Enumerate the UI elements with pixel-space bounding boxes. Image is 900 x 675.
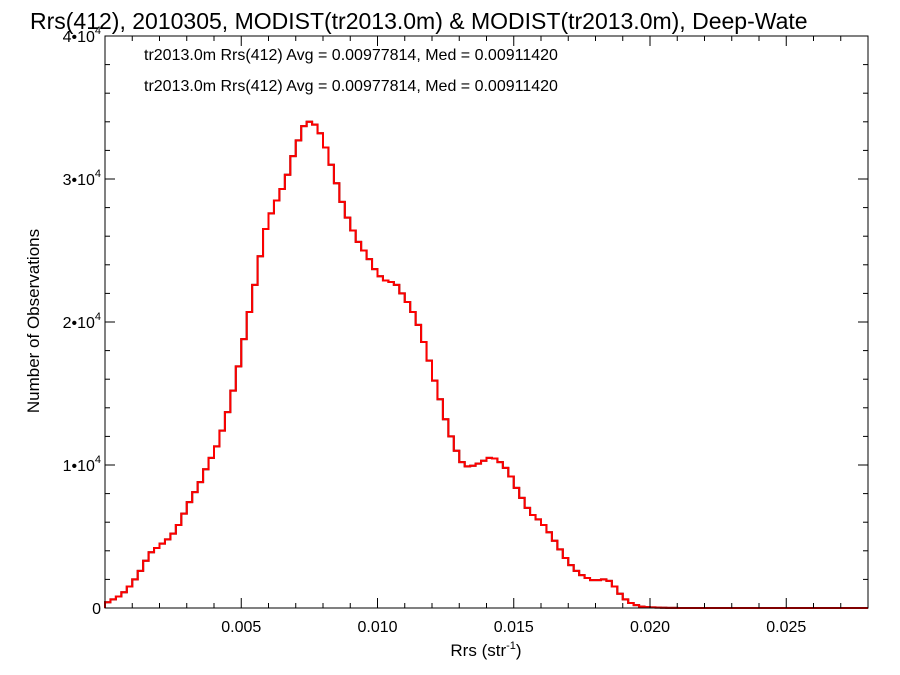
x-tick-label: 0.025 <box>766 619 806 636</box>
y-tick-label: 0 <box>92 601 101 618</box>
annotation-stats-red: tr2013.0m Rrs(412) Avg = 0.00977814, Med… <box>144 78 558 95</box>
histogram-step-line-underlay <box>104 120 868 609</box>
annotations: tr2013.0m Rrs(412) Avg = 0.00977814, Med… <box>144 47 558 95</box>
x-tick-label: 0.020 <box>630 619 670 636</box>
plot-area <box>104 120 868 609</box>
y-tick-label: 2•104 <box>63 311 101 332</box>
y-axis-label: Number of Observations <box>24 229 43 413</box>
x-tick-label: 0.005 <box>221 619 261 636</box>
annotation-stats-black: tr2013.0m Rrs(412) Avg = 0.00977814, Med… <box>144 47 558 64</box>
y-tick-label: 1•104 <box>63 454 101 475</box>
y-tick-label: 3•104 <box>63 168 101 189</box>
y-tick-label: 4•104 <box>63 25 101 46</box>
x-axis-label: Rrs (str-1) <box>450 640 521 660</box>
x-tick-label: 0.010 <box>357 619 397 636</box>
axes: 0.005 0.010 0.015 0.020 0.025 0 1•104 2•104 3•10… <box>63 25 869 636</box>
plot-frame <box>104 35 869 609</box>
histogram-step-line <box>104 120 868 609</box>
x-tick-label: 0.015 <box>494 619 534 636</box>
chart-title: Rrs(412), 2010305, MODIST(tr2013.0m) & M… <box>30 8 808 34</box>
